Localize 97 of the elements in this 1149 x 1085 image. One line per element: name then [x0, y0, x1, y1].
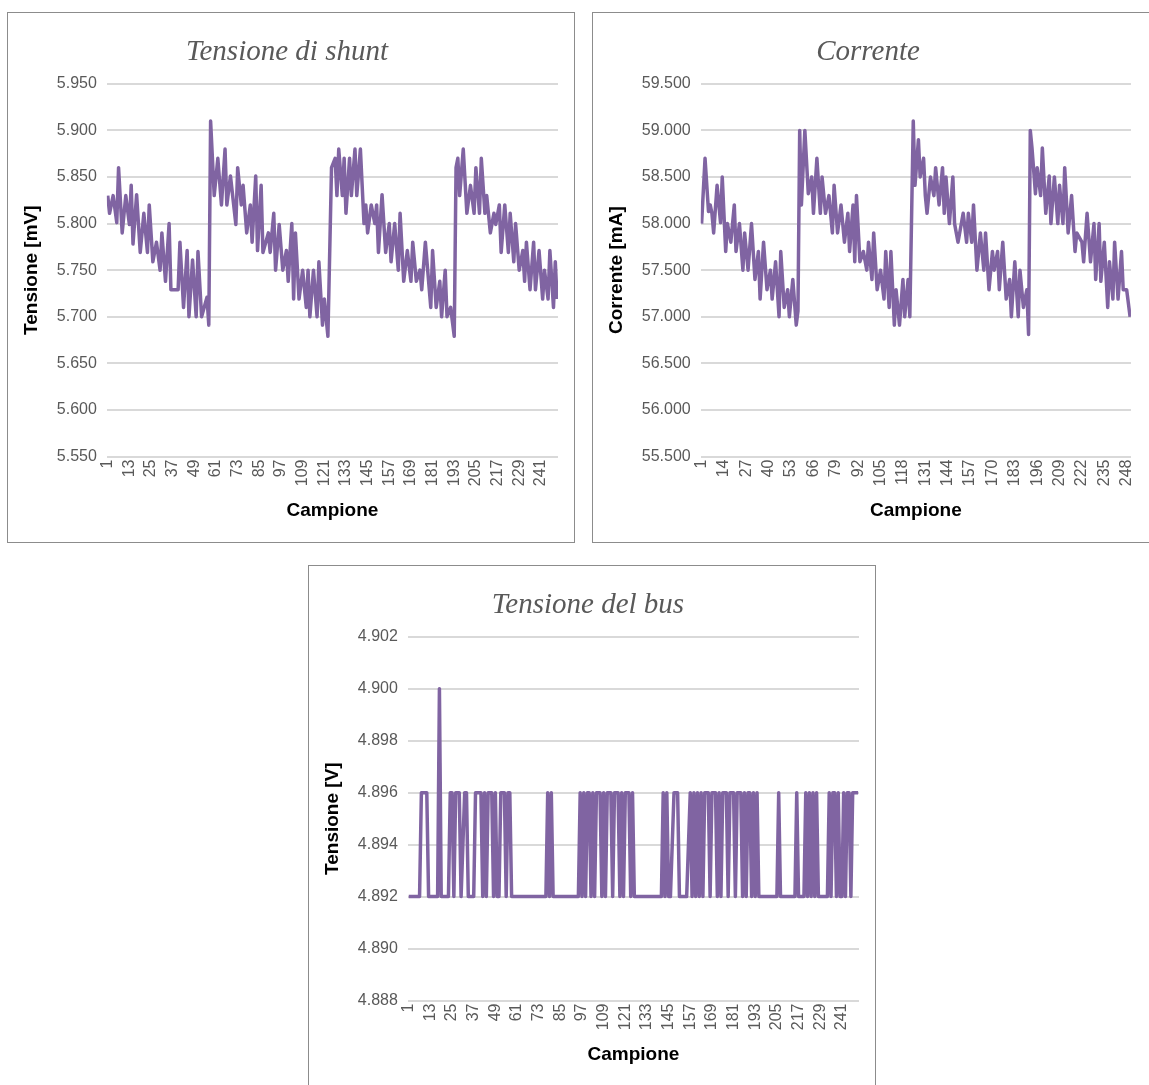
y-tick-label: 5.950 [56, 74, 97, 92]
y-tick-label: 57.000 [641, 307, 691, 325]
x-tick-label: 14 [714, 459, 732, 478]
x-tick-label: 196 [1027, 459, 1045, 487]
y-tick-label: 57.500 [641, 260, 691, 278]
x-tick-label: 40 [759, 459, 777, 478]
x-axis-title: Campione [286, 498, 379, 520]
x-tick-label: 25 [442, 1003, 460, 1022]
x-tick-label: 222 [1072, 459, 1090, 487]
x-tick-label: 1 [98, 459, 116, 469]
x-tick-label: 79 [826, 459, 844, 478]
x-tick-label: 133 [637, 1003, 655, 1031]
x-tick-label: 85 [550, 1003, 568, 1022]
x-tick-label: 13 [119, 459, 137, 478]
x-tick-label: 66 [803, 459, 821, 478]
y-tick-label: 56.500 [641, 353, 691, 371]
x-tick-label: 229 [509, 459, 527, 487]
x-tick-label: 229 [810, 1003, 828, 1031]
y-axis-title: Tensione [mV] [19, 205, 41, 335]
x-tick-label: 157 [680, 1003, 698, 1031]
x-tick-label: 25 [141, 459, 159, 478]
y-tick-label: 4.898 [357, 731, 398, 749]
x-tick-label: 133 [336, 459, 354, 487]
x-tick-label: 170 [982, 459, 1000, 487]
x-tick-label: 169 [702, 1003, 720, 1031]
x-tick-label: 92 [848, 459, 866, 478]
x-tick-label: 248 [1117, 459, 1135, 487]
y-tick-label: 58.000 [641, 213, 691, 231]
x-tick-label: 97 [271, 459, 289, 478]
y-tick-label: 5.850 [56, 167, 97, 185]
y-tick-label: 4.902 [357, 627, 398, 645]
x-tick-label: 235 [1094, 459, 1112, 487]
x-tick-label: 73 [529, 1003, 547, 1022]
y-tick-label: 5.650 [56, 353, 97, 371]
x-tick-label: 145 [358, 459, 376, 487]
x-tick-label: 181 [422, 459, 440, 487]
x-tick-label: 217 [487, 459, 505, 487]
chart-title: Tensione del bus [491, 587, 685, 620]
x-tick-label: 73 [228, 459, 246, 478]
x-tick-label: 37 [464, 1003, 482, 1022]
y-tick-label: 59.500 [641, 74, 691, 92]
chart-title: Tensione di shunt [186, 34, 389, 67]
x-tick-label: 121 [314, 459, 332, 487]
y-tick-label: 5.800 [56, 213, 97, 231]
x-tick-label: 53 [781, 459, 799, 478]
x-tick-label: 183 [1005, 459, 1023, 487]
y-tick-label: 58.500 [641, 167, 691, 185]
x-tick-label: 144 [938, 459, 956, 487]
x-tick-label: 13 [420, 1003, 438, 1022]
y-tick-label: 56.000 [641, 400, 691, 418]
x-tick-label: 37 [163, 459, 181, 478]
x-tick-label: 145 [659, 1003, 677, 1031]
y-tick-label: 59.000 [641, 120, 691, 138]
x-tick-label: 193 [444, 459, 462, 487]
x-tick-label: 121 [615, 1003, 633, 1031]
x-tick-label: 131 [915, 459, 933, 487]
x-tick-label: 109 [594, 1003, 612, 1031]
x-tick-label: 1 [399, 1003, 417, 1013]
y-tick-label: 4.890 [357, 938, 398, 956]
x-tick-label: 217 [788, 1003, 806, 1031]
x-tick-label: 85 [249, 459, 267, 478]
x-tick-label: 181 [723, 1003, 741, 1031]
x-tick-label: 241 [832, 1003, 850, 1031]
x-tick-label: 205 [466, 459, 484, 487]
x-axis-title: Campione [869, 498, 962, 520]
x-tick-label: 205 [767, 1003, 785, 1031]
x-tick-label: 241 [531, 459, 549, 487]
y-axis-title: Corrente [mA] [604, 206, 626, 335]
x-tick-label: 105 [870, 459, 888, 487]
y-axis-title: Tensione [V] [320, 762, 342, 875]
x-tick-label: 49 [485, 1003, 503, 1022]
y-tick-label: 5.600 [56, 400, 97, 418]
x-tick-label: 118 [893, 459, 911, 486]
x-tick-label: 49 [184, 459, 202, 478]
y-tick-label: 5.550 [56, 446, 97, 464]
chart-title: Corrente [816, 34, 920, 67]
x-tick-label: 61 [206, 459, 224, 478]
x-tick-label: 169 [401, 459, 419, 487]
y-tick-label: 5.700 [56, 307, 97, 325]
x-axis-title: Campione [587, 1042, 680, 1064]
x-tick-label: 209 [1049, 459, 1067, 487]
y-tick-label: 4.888 [357, 990, 398, 1008]
y-tick-label: 4.896 [357, 783, 398, 801]
y-tick-label: 4.900 [357, 679, 398, 697]
y-tick-label: 55.500 [641, 446, 691, 464]
x-tick-label: 27 [736, 459, 754, 478]
x-tick-label: 193 [745, 1003, 763, 1031]
y-tick-label: 4.894 [357, 835, 398, 853]
y-tick-label: 4.892 [357, 887, 398, 904]
x-tick-label: 97 [572, 1003, 590, 1022]
x-tick-label: 109 [293, 459, 311, 487]
x-tick-label: 61 [507, 1003, 525, 1022]
y-tick-label: 5.900 [56, 120, 97, 138]
x-tick-label: 157 [960, 459, 978, 487]
x-tick-label: 157 [379, 459, 397, 487]
y-tick-label: 5.750 [56, 260, 97, 278]
x-tick-label: 1 [692, 459, 709, 469]
